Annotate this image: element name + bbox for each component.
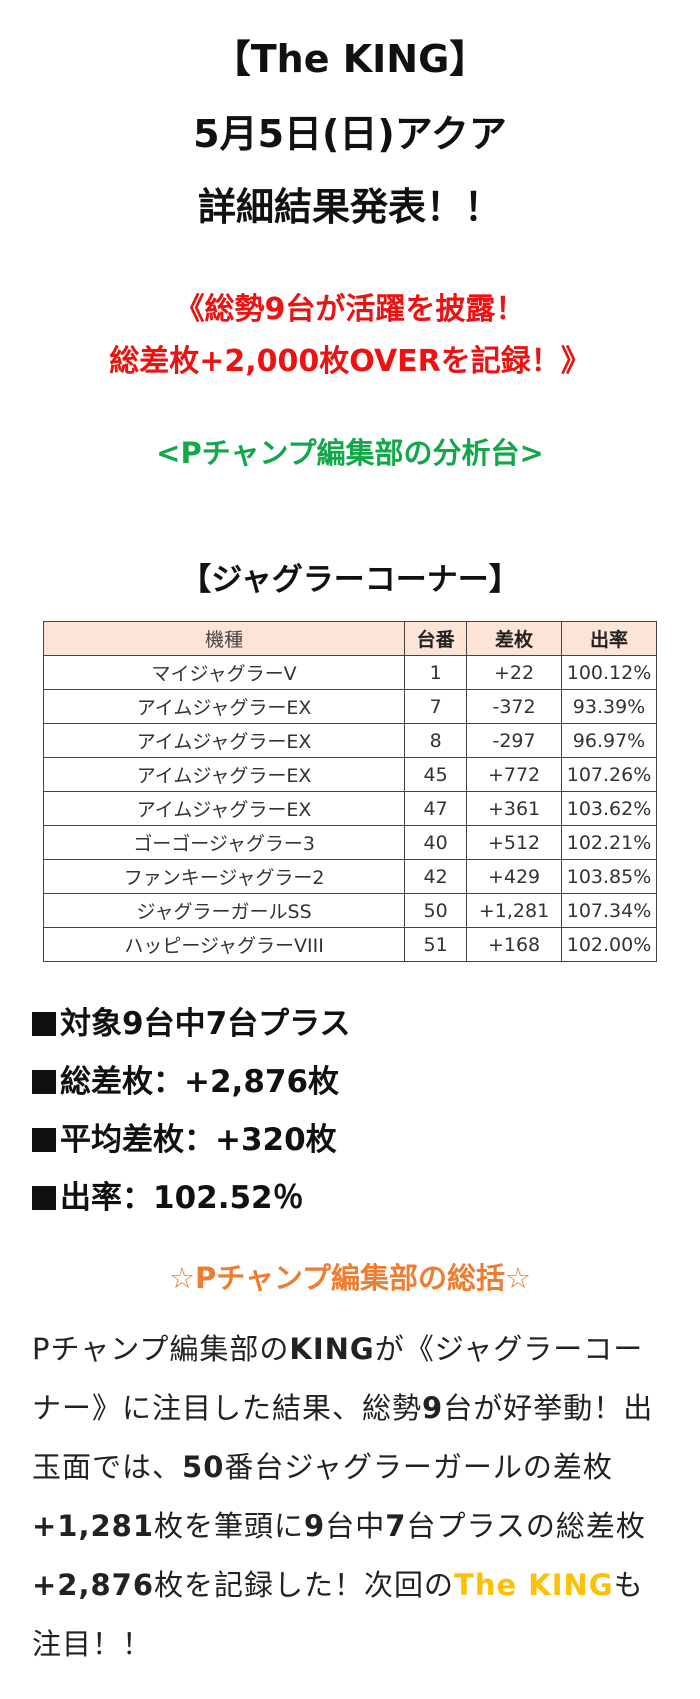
cell-rate: 100.12% bbox=[561, 655, 657, 690]
summary-body: Pチャンプ編集部のKINGが《ジャグラーコーナー》に注目した結果、総勢9台が好挙… bbox=[32, 1320, 672, 1674]
summary-text-segment: +2,876 bbox=[32, 1568, 155, 1602]
title-line-3: 詳細結果発表！！ bbox=[197, 185, 502, 229]
cell-machine-no: 50 bbox=[404, 893, 468, 928]
stat-average-diff: 平均差枚：+320枚 bbox=[32, 1111, 351, 1169]
summary-text-segment: 台プラスの総差枚 bbox=[406, 1509, 646, 1543]
cell-rate: 103.85% bbox=[561, 859, 657, 894]
summary-text-segment: KING bbox=[289, 1332, 375, 1366]
cell-diff: +772 bbox=[466, 757, 563, 792]
cell-machine-no: 47 bbox=[404, 791, 468, 826]
summary-text-segment: 9 bbox=[304, 1509, 326, 1543]
table-row: ファンキージャグラー2 42 +429 103.85% bbox=[42, 859, 657, 894]
cell-model: マイジャグラーV bbox=[42, 655, 406, 690]
stat-payout-rate: 出率：102.52％ bbox=[32, 1169, 351, 1227]
summary-text-segment: 枚を筆頭に bbox=[154, 1509, 305, 1543]
black-square-icon bbox=[32, 1070, 56, 1094]
stat-plus-count: 対象9台中7台プラス bbox=[32, 995, 351, 1053]
cell-rate: 93.39% bbox=[561, 689, 657, 724]
cell-diff: +512 bbox=[466, 825, 563, 860]
black-square-icon bbox=[32, 1186, 56, 1210]
cell-rate: 107.26% bbox=[561, 757, 657, 792]
table-row: ハッピージャグラーVIII 51 +168 102.00% bbox=[42, 927, 657, 962]
summary-text-segment: 台が好挙動！出玉面では、 bbox=[32, 1391, 654, 1484]
cell-model: ファンキージャグラー2 bbox=[42, 859, 406, 894]
cell-rate: 102.00% bbox=[561, 927, 657, 962]
highlight-text: The KING bbox=[454, 1568, 614, 1602]
cell-diff: +361 bbox=[466, 791, 563, 826]
cell-diff: -372 bbox=[466, 689, 563, 724]
cell-model: ゴーゴージャグラー3 bbox=[42, 825, 406, 860]
cell-model: アイムジャグラーEX bbox=[42, 791, 406, 826]
column-header-model: 機種 bbox=[42, 621, 406, 656]
cell-machine-no: 42 bbox=[404, 859, 468, 894]
cell-diff: -297 bbox=[466, 723, 563, 758]
column-header-diff: 差枚 bbox=[466, 621, 563, 656]
cell-rate: 102.21% bbox=[561, 825, 657, 860]
cell-diff: +1,281 bbox=[466, 893, 563, 928]
table-row: アイムジャグラーEX 47 +361 103.62% bbox=[42, 791, 657, 826]
summary-text-segment: 枚を記録した！次回の bbox=[154, 1568, 455, 1602]
summary-text-segment: 番台ジャグラーガールの差枚 bbox=[224, 1450, 613, 1484]
summary-text-segment: も注目！！ bbox=[32, 1568, 644, 1661]
cell-machine-no: 40 bbox=[404, 825, 468, 860]
cell-machine-no: 8 bbox=[404, 723, 468, 758]
cell-diff: +22 bbox=[466, 655, 563, 690]
cell-diff: +168 bbox=[466, 927, 563, 962]
table-row: アイムジャグラーEX 8 -297 96.97% bbox=[42, 723, 657, 758]
column-header-rate: 出率 bbox=[561, 621, 657, 656]
cell-model: ハッピージャグラーVIII bbox=[42, 927, 406, 962]
cell-rate: 107.34% bbox=[561, 893, 657, 928]
cell-diff: +429 bbox=[466, 859, 563, 894]
cell-model: アイムジャグラーEX bbox=[42, 757, 406, 792]
black-square-icon bbox=[32, 1128, 56, 1152]
cell-model: ジャグラーガールSS bbox=[42, 893, 406, 928]
title-line-2: 5月5日(日)アクア bbox=[193, 112, 507, 156]
summary-title: ☆Pチャンプ編集部の総括☆ bbox=[168, 1261, 532, 1295]
black-square-icon bbox=[32, 1012, 56, 1036]
corner-title: 【ジャグラーコーナー】 bbox=[180, 562, 520, 598]
table-row: ジャグラーガールSS 50 +1,281 107.34% bbox=[42, 893, 657, 928]
table-header-row: 機種 台番 差枚 出率 bbox=[42, 621, 657, 656]
cell-machine-no: 51 bbox=[404, 927, 468, 962]
table-row: マイジャグラーV 1 +22 100.12% bbox=[42, 655, 657, 690]
cell-model: アイムジャグラーEX bbox=[42, 723, 406, 758]
summary-text-segment: +1,281 bbox=[32, 1509, 155, 1543]
cell-machine-no: 7 bbox=[404, 689, 468, 724]
summary-text-segment: 50 bbox=[182, 1450, 225, 1484]
summary-text-segment: Pチャンプ編集部の bbox=[32, 1332, 290, 1366]
table-row: アイムジャグラーEX 7 -372 93.39% bbox=[42, 689, 657, 724]
results-table: 機種 台番 差枚 出率 マイジャグラーV 1 +22 100.12% アイムジャグラーE… bbox=[42, 621, 657, 962]
cell-rate: 96.97% bbox=[561, 723, 657, 758]
stat-total-diff: 総差枚：+2,876枚 bbox=[32, 1053, 351, 1111]
cell-rate: 103.62% bbox=[561, 791, 657, 826]
summary-text-segment: 9 bbox=[422, 1391, 444, 1425]
table-row: ゴーゴージャグラー3 40 +512 102.21% bbox=[42, 825, 657, 860]
headline-line-1: 《総勢9台が活躍を披露！ bbox=[174, 292, 526, 327]
cell-machine-no: 1 bbox=[404, 655, 468, 690]
cell-model: アイムジャグラーEX bbox=[42, 689, 406, 724]
cell-machine-no: 45 bbox=[404, 757, 468, 792]
summary-text-segment: 7 bbox=[385, 1509, 407, 1543]
headline-line-2: 総差枚+2,000枚OVERを記録！》 bbox=[109, 344, 591, 379]
analysis-subheading: <Pチャンプ編集部の分析台> bbox=[156, 436, 544, 470]
table-row: アイムジャグラーEX 45 +772 107.26% bbox=[42, 757, 657, 792]
column-header-machine-no: 台番 bbox=[404, 621, 468, 656]
stats-list: 対象9台中7台プラス 総差枚：+2,876枚 平均差枚：+320枚 出率：102… bbox=[32, 995, 351, 1227]
summary-text-segment: 台中 bbox=[325, 1509, 386, 1543]
summary-text-segment: が《ジャグラーコーナー》に注目した結果、総勢 bbox=[32, 1332, 644, 1425]
title-line-1: 【The KING】 bbox=[212, 37, 488, 81]
